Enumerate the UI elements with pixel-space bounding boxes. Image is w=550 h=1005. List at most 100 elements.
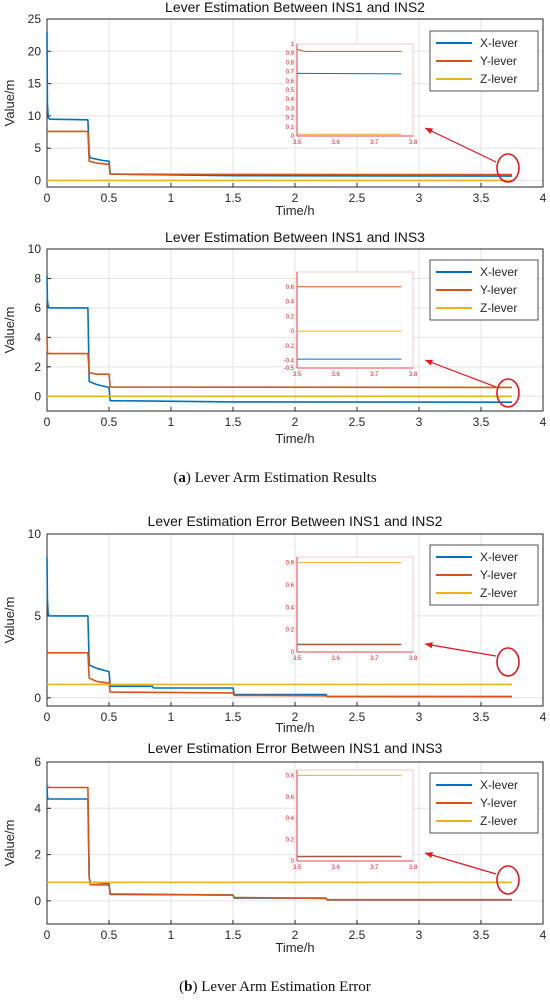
- y-tick-label: 20: [28, 44, 42, 58]
- x-tick-label: 3: [416, 415, 423, 429]
- legend: X-lever Y-lever Z-lever: [429, 544, 539, 606]
- inset-x-tick-label: 3.6: [331, 656, 340, 662]
- y-axis-label: Value/m: [2, 307, 17, 354]
- inset-x-tick-label: 3.7: [370, 140, 379, 146]
- caption-a: (a) Lever Arm Estimation Results: [173, 470, 377, 486]
- inset-frame: [296, 271, 414, 369]
- inset-series-line-y-lever: [296, 49, 402, 52]
- legend-label-x-lever: X-lever: [480, 36, 518, 50]
- caption-b-text: Lever Arm Estimation Error: [201, 979, 371, 995]
- chart-3: Lever Estimation Error Between INS1 and …: [2, 513, 547, 735]
- inset-y-tick-label: 0.6: [286, 285, 295, 291]
- inset-x-tick-label: 3.5: [293, 140, 302, 146]
- series-line-y-lever: [46, 784, 512, 901]
- x-axis-label: Time/h: [275, 720, 314, 735]
- legend: X-lever Y-lever Z-lever: [429, 772, 539, 834]
- zoom-arrow: [424, 359, 497, 388]
- inset-x-tick-label: 3.5: [293, 656, 302, 662]
- x-tick-label: 1.5: [225, 191, 242, 205]
- series-line-y-lever: [47, 130, 513, 176]
- y-axis-label: Value/m: [2, 820, 17, 867]
- inset-x-tick-label: 3.8: [409, 372, 418, 378]
- zoom-arrow-head: [425, 642, 433, 649]
- x-tick-label: 0.5: [101, 191, 118, 205]
- inset-x-tick-label: 3.6: [331, 372, 340, 378]
- y-tick-label: 0: [34, 691, 41, 705]
- chart-title: Lever Estimation Between INS1 and INS3: [165, 229, 425, 245]
- inset-y-tick-label: 0.2: [286, 628, 295, 634]
- x-tick-label: 0.5: [101, 415, 118, 429]
- legend-label-y-lever: Y-lever: [480, 796, 517, 810]
- x-tick-label: 3.5: [473, 710, 490, 724]
- inset-y-tick-label: -0.5: [284, 366, 295, 372]
- x-tick-label: 0.5: [101, 928, 118, 942]
- zoom-region-ellipse: [496, 153, 520, 183]
- inset-x-tick-label: 3.6: [331, 865, 340, 871]
- inset-y-tick-label: 1: [291, 42, 295, 48]
- x-tick-label: 0: [44, 191, 51, 205]
- zoom-arrow: [424, 127, 497, 163]
- y-tick-label: 4: [34, 801, 41, 815]
- inset-y-tick-label: 0.8: [286, 561, 295, 567]
- inset-y-tick-label: 0: [291, 650, 295, 656]
- inset-y-tick-label: 0.2: [286, 314, 295, 320]
- inset-y-tick-label: 0.8: [286, 60, 295, 66]
- y-tick-label: 2: [34, 360, 41, 374]
- inset-x-tick-label: 3.7: [370, 865, 379, 871]
- inset-y-tick-label: 0.9: [286, 51, 295, 57]
- x-tick-label: 1: [168, 710, 175, 724]
- x-tick-label: 3: [416, 928, 423, 942]
- caption-b-letter: b: [184, 979, 193, 995]
- inset-y-tick-label: -0.2: [284, 344, 295, 350]
- inset-x-tick-label: 3.8: [409, 865, 418, 871]
- x-tick-label: 0: [44, 928, 51, 942]
- chart-title: Lever Estimation Error Between INS1 and …: [148, 740, 443, 756]
- y-tick-label: 6: [34, 755, 41, 769]
- x-axis-label: Time/h: [275, 940, 314, 955]
- zoom-region-ellipse: [496, 378, 520, 408]
- chart-title: Lever Estimation Between INS1 and INS2: [165, 0, 425, 15]
- series-line-y-lever: [46, 337, 513, 389]
- y-tick-label: 5: [34, 141, 41, 155]
- x-tick-label: 4: [540, 415, 547, 429]
- caption-b: (b) Lever Arm Estimation Error: [179, 979, 371, 995]
- inset-series-line-x-lever: [296, 72, 402, 75]
- y-axis-label: Value/m: [2, 597, 17, 644]
- inset-y-tick-label: 0.8: [286, 773, 295, 779]
- y-tick-label: 0: [34, 894, 41, 908]
- x-tick-label: 0: [44, 710, 51, 724]
- y-tick-label: 10: [28, 527, 42, 541]
- legend-label-x-lever: X-lever: [480, 778, 518, 792]
- x-tick-label: 4: [540, 710, 547, 724]
- y-tick-label: 0: [34, 389, 41, 403]
- inset-y-tick-label: 0.3: [286, 106, 295, 112]
- inset-y-tick-label: 0.4: [286, 816, 295, 822]
- y-tick-label: 5: [34, 609, 41, 623]
- inset-zoom: 3.5 3.6 3.7 3.8 0 0.2 0.4 0.6 0.8: [286, 556, 418, 662]
- legend-label-x-lever: X-lever: [480, 550, 518, 564]
- inset-x-tick-label: 3.7: [370, 656, 379, 662]
- inset-x-tick-label: 3.8: [409, 656, 418, 662]
- zoom-region-ellipse: [496, 647, 520, 677]
- y-tick-label: 8: [34, 271, 41, 285]
- zoom-arrow-head: [425, 852, 433, 859]
- inset-y-tick-label: 0.6: [286, 583, 295, 589]
- zoom-arrow: [424, 643, 497, 657]
- inset-y-tick-label: 0.5: [286, 88, 295, 94]
- inset-frame: [296, 43, 414, 137]
- x-tick-label: 3.5: [473, 191, 490, 205]
- legend-label-x-lever: X-lever: [480, 265, 518, 279]
- inset-frame: [296, 769, 414, 862]
- zoom-arrow: [424, 852, 497, 875]
- legend-label-z-lever: Z-lever: [480, 72, 517, 86]
- x-tick-label: 0: [44, 415, 51, 429]
- series-line-y-lever: [46, 651, 513, 698]
- y-tick-label: 15: [28, 77, 42, 91]
- x-tick-label: 3.5: [473, 415, 490, 429]
- series-line-x-lever: [46, 275, 513, 404]
- chart-title: Lever Estimation Error Between INS1 and …: [148, 513, 443, 529]
- inset-y-tick-label: 0.6: [286, 79, 295, 85]
- inset-y-tick-label: 0.1: [286, 125, 295, 131]
- x-axis-label: Time/h: [275, 203, 314, 218]
